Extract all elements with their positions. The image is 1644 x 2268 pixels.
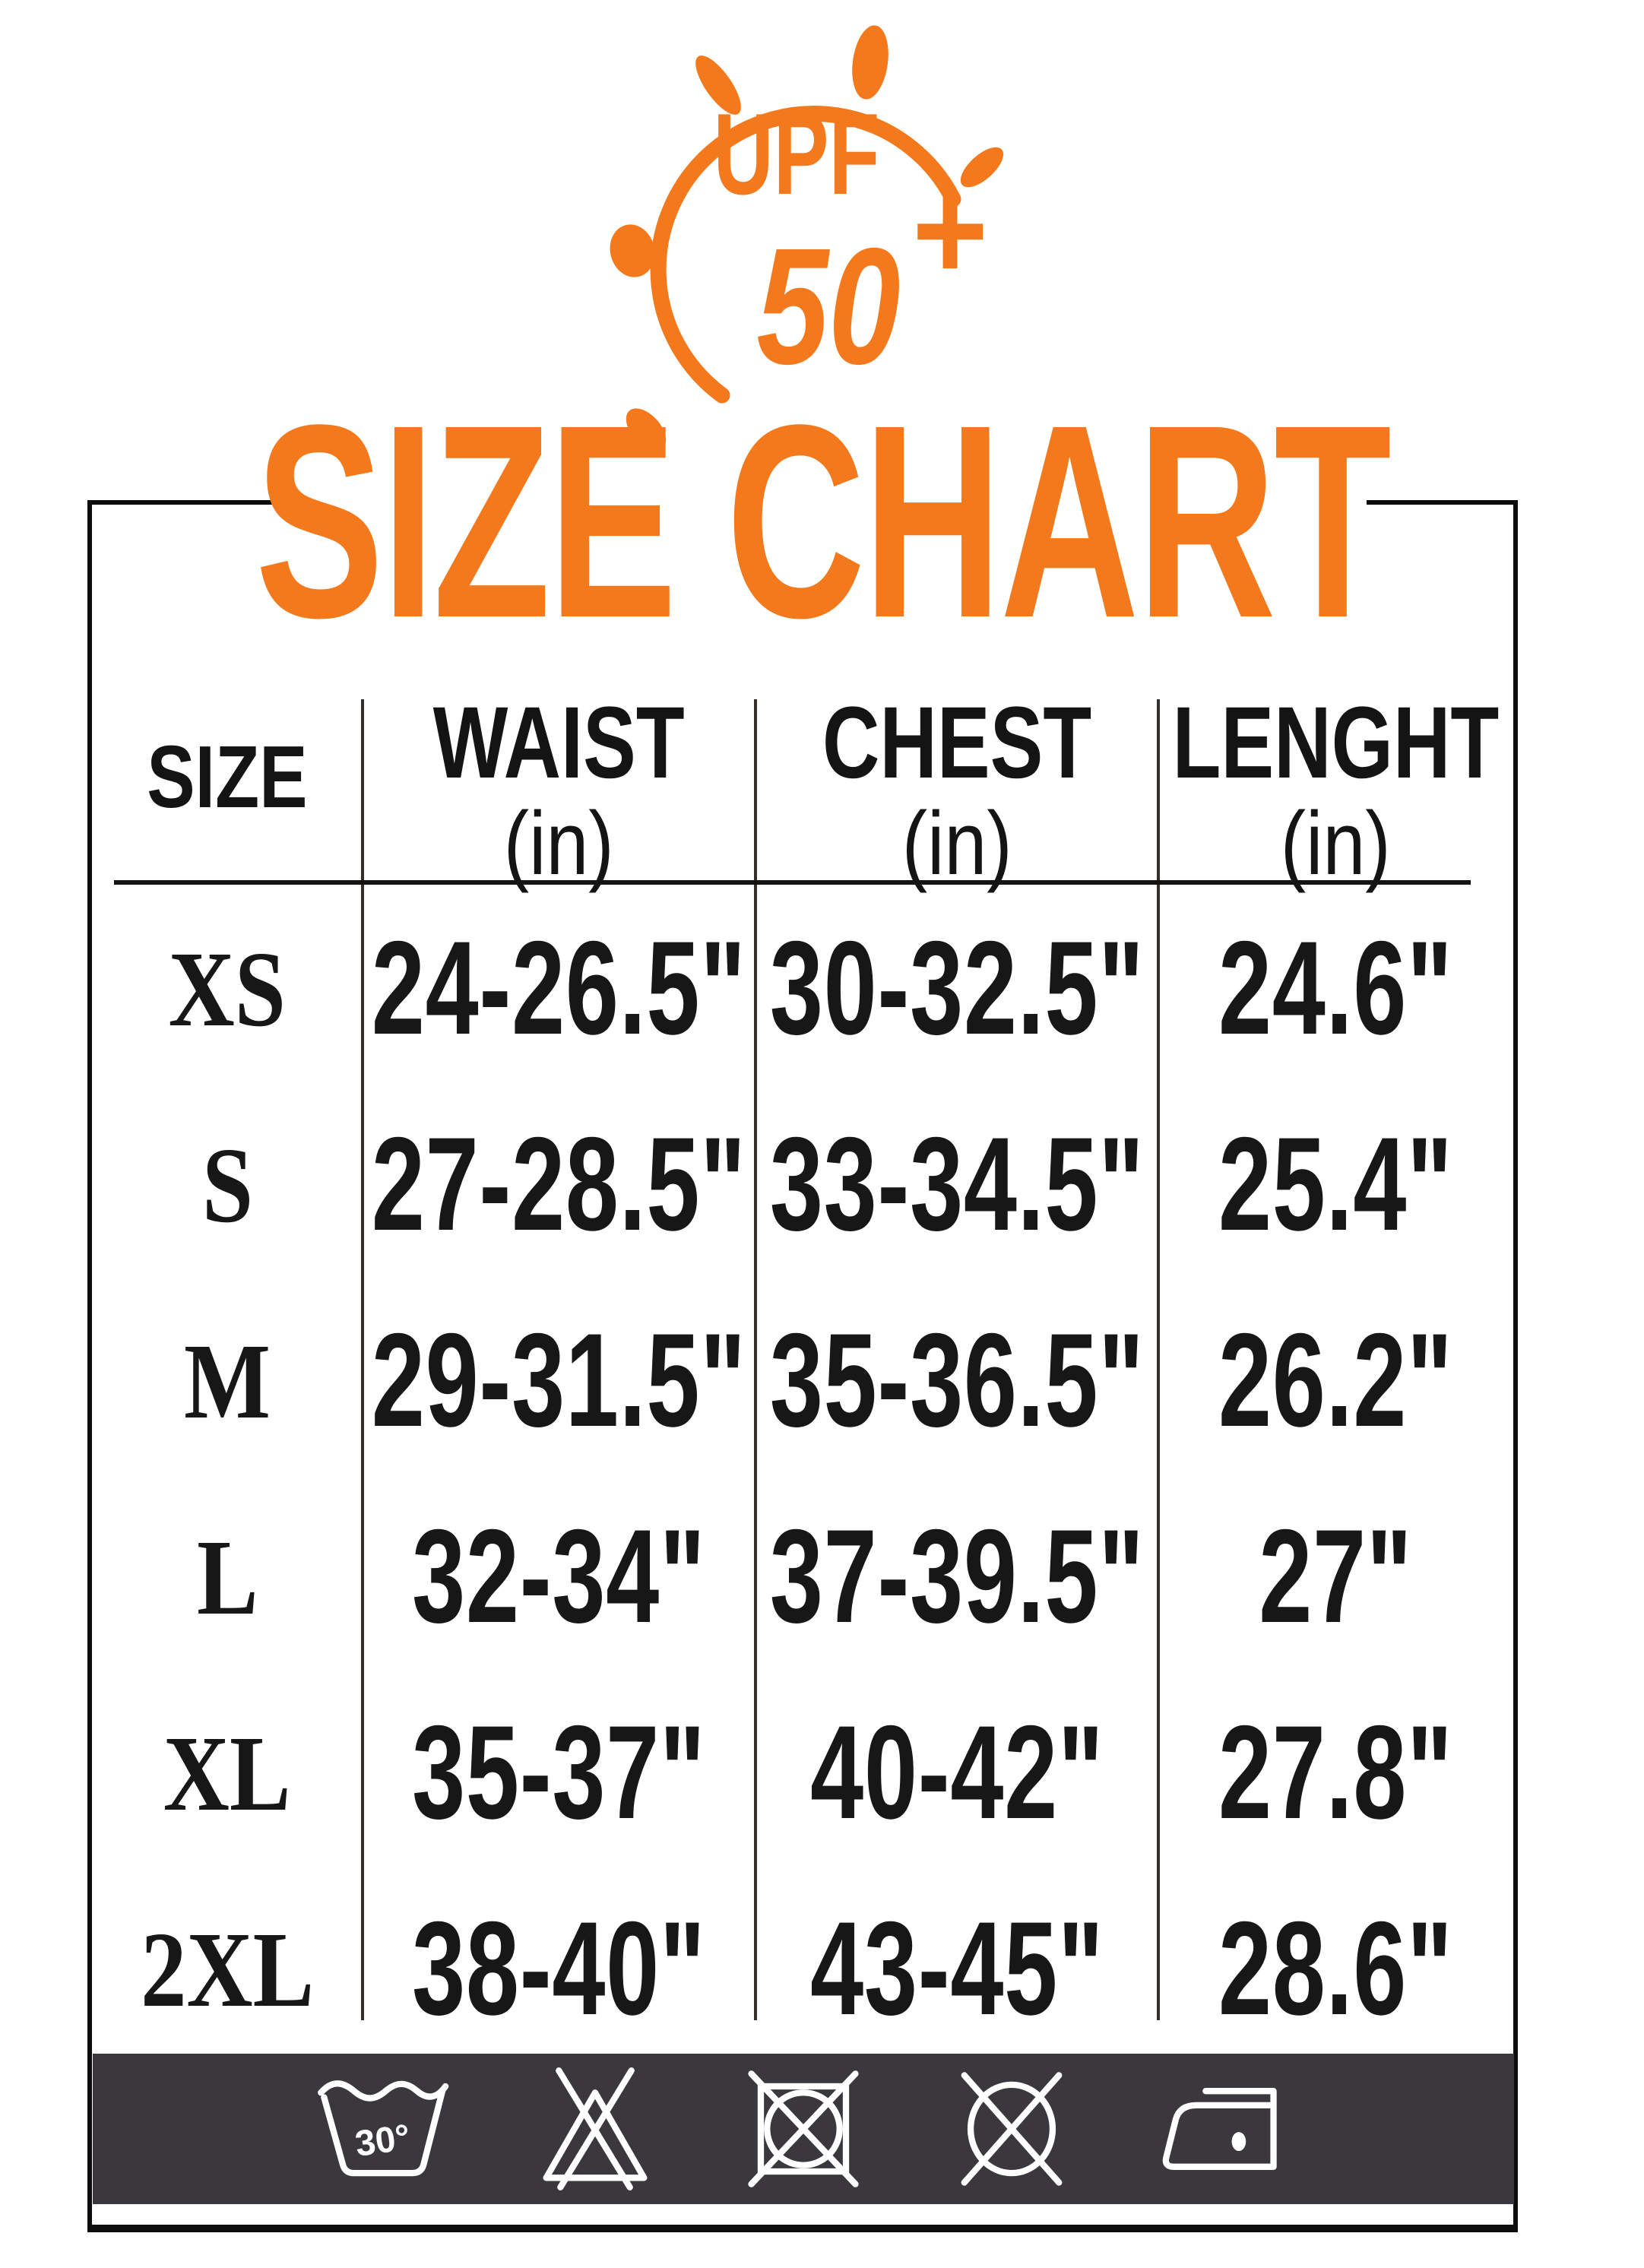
- column-header-size: SIZE: [147, 727, 308, 826]
- page-title: SIZE CHART: [255, 367, 1391, 675]
- table-row: XS 24-26.5" 30-32.5" 24.6": [92, 912, 1513, 1064]
- wash-temp-label: 30°: [353, 2117, 413, 2165]
- length-value: 25.4": [1218, 1110, 1453, 1259]
- waist-value: 38-40": [412, 1895, 706, 2043]
- column-divider: [1157, 699, 1160, 2020]
- iron-low-icon: [1162, 2088, 1277, 2170]
- length-value: 24.6": [1218, 914, 1453, 1063]
- column-divider: [754, 699, 757, 2020]
- chest-value: 43-45": [809, 1895, 1104, 2043]
- waist-value: 27-28.5": [372, 1110, 746, 1259]
- frame-border-top-left-dash: [87, 500, 303, 505]
- table-row: XL 35-37" 40-42" 27.8": [92, 1696, 1513, 1848]
- column-divider: [361, 699, 364, 2020]
- length-value: 28.6": [1218, 1895, 1453, 2043]
- table-row: M 29-31.5" 35-36.5" 26.2": [92, 1304, 1513, 1456]
- size-value: L: [196, 1516, 258, 1637]
- wash-30-icon: 30°: [317, 2080, 448, 2177]
- chest-value: 37-39.5": [769, 1503, 1145, 1651]
- sun-ray-icon: [610, 224, 655, 277]
- chest-value: 33-34.5": [769, 1110, 1145, 1259]
- table-row: L 32-34" 37-39.5" 27": [92, 1500, 1513, 1652]
- logo-plus-text: +: [912, 150, 988, 311]
- size-value: XS: [168, 928, 287, 1049]
- size-value: XL: [163, 1712, 291, 1833]
- chest-value: 30-32.5": [769, 914, 1145, 1063]
- size-value: S: [201, 1124, 253, 1245]
- frame-border-top-right-dash: [1367, 500, 1518, 505]
- sun-ray-icon: [852, 25, 889, 100]
- length-value: 27": [1259, 1503, 1413, 1651]
- length-value: 27.8": [1218, 1699, 1453, 1847]
- chest-value: 40-42": [809, 1699, 1104, 1847]
- do-not-tumble-dry-icon: [748, 2070, 859, 2187]
- do-not-dry-clean-icon: [961, 2072, 1063, 2186]
- logo-upf-text: UPF: [714, 90, 880, 219]
- waist-value: 24-26.5": [372, 914, 746, 1063]
- header-underline: [114, 880, 1471, 885]
- waist-value: 35-37": [412, 1699, 706, 1847]
- length-value: 26.2": [1218, 1307, 1453, 1455]
- frame-border-right: [1513, 500, 1518, 2232]
- sun-ray-icon: [695, 55, 741, 115]
- sun-arc: [650, 106, 961, 404]
- logo-fifty-text: 50: [756, 214, 900, 399]
- frame-border-left: [87, 500, 92, 2232]
- chest-value: 35-36.5": [769, 1307, 1145, 1455]
- table-row: S 27-28.5" 33-34.5" 25.4": [92, 1108, 1513, 1260]
- upf-sun-logo: UPF 50 +: [610, 25, 1004, 451]
- column-header-waist: WAIST (in): [433, 686, 685, 894]
- column-header-length: LENGHT (in): [1172, 686, 1500, 894]
- waist-value: 32-34": [412, 1503, 706, 1651]
- size-value: M: [184, 1320, 271, 1441]
- table-row: 2XL 38-40" 43-45" 28.6": [92, 1893, 1513, 2045]
- column-header-chest: CHEST (in): [822, 686, 1092, 894]
- care-instructions-bar: 30°: [93, 2054, 1514, 2204]
- do-not-bleach-icon: [543, 2067, 648, 2190]
- size-value: 2XL: [140, 1908, 315, 2029]
- sun-ray-icon: [960, 147, 1004, 188]
- waist-value: 29-31.5": [372, 1307, 746, 1455]
- frame-border-bottom: [87, 2225, 1518, 2232]
